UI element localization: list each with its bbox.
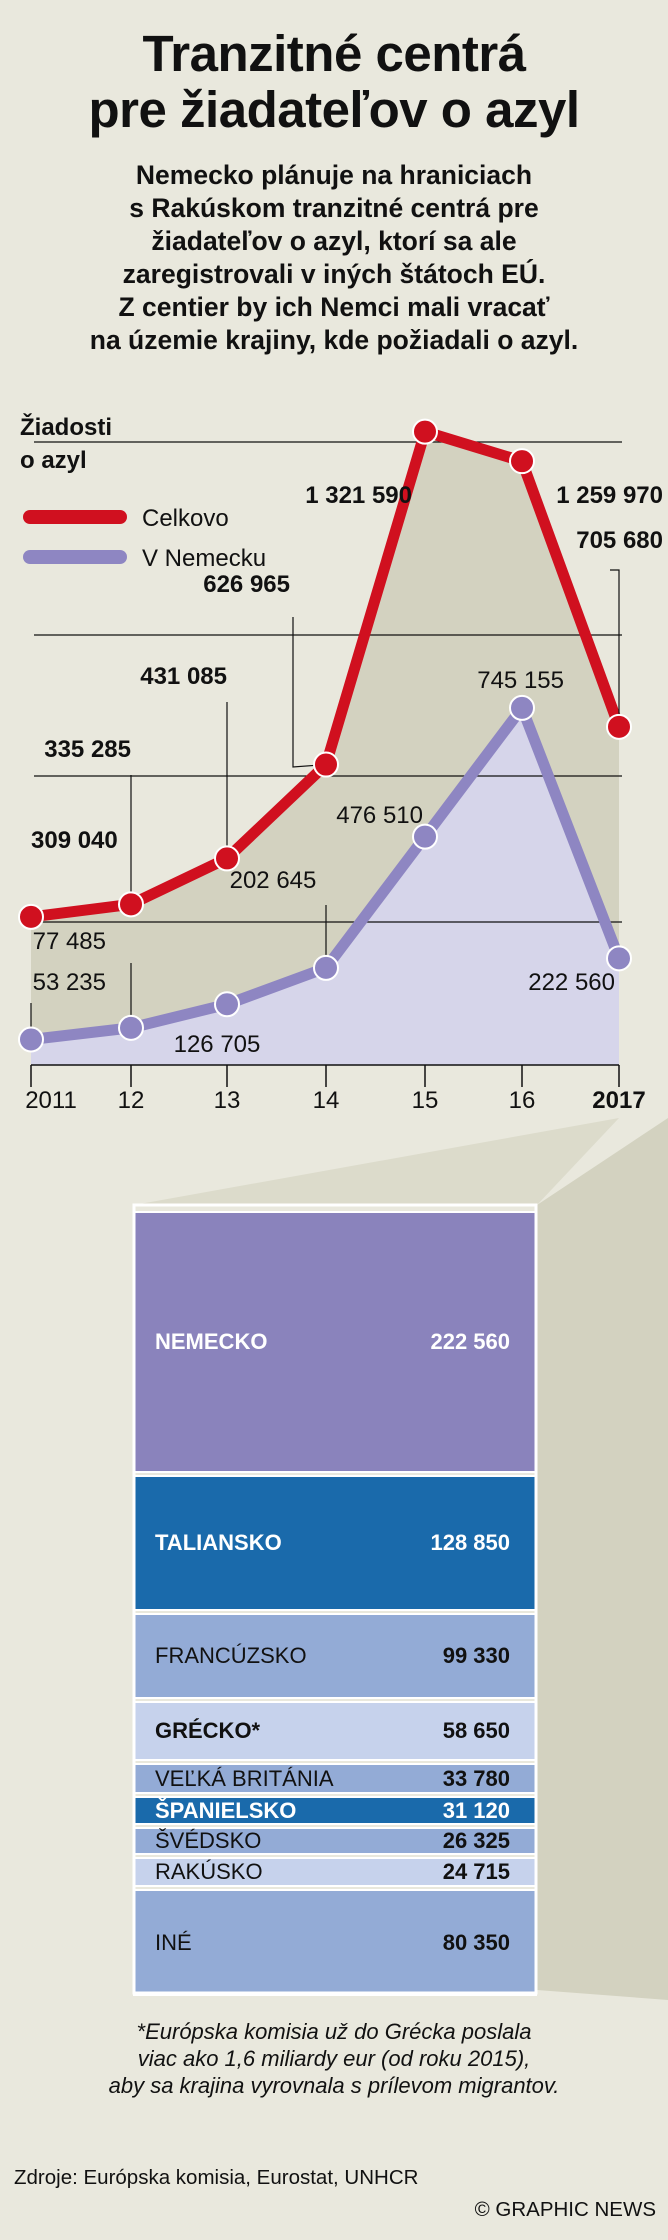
point-celkovo — [606, 713, 632, 740]
subtitle-line: Z centier by ich Nemci mali vracať — [118, 292, 550, 322]
country-value: 58 650 — [442, 1718, 510, 1743]
country-value: 222 560 — [430, 1329, 510, 1354]
point-celkovo — [509, 448, 535, 475]
data-label-v-nemecku: 202 645 — [230, 867, 317, 894]
x-tick-label: 15 — [412, 1087, 439, 1110]
country-block — [133, 1613, 537, 1699]
country-name: NEMECKO — [155, 1329, 268, 1354]
data-label-celkovo: 335 285 — [44, 736, 131, 763]
point-v-nemecku — [214, 991, 240, 1018]
x-tick-label: 12 — [118, 1087, 145, 1110]
country-block — [133, 1475, 537, 1611]
point-v-nemecku — [18, 1026, 44, 1053]
country-block — [133, 1211, 537, 1473]
x-tick-label: 13 — [214, 1087, 241, 1110]
breakdown-2017 — [132, 1118, 668, 2000]
legend-label-v-nemecku: V Nemecku — [142, 545, 266, 572]
leader-line — [292, 617, 327, 768]
point-celkovo — [118, 891, 144, 918]
data-label-celkovo: 431 085 — [140, 663, 227, 690]
data-label-celkovo: 705 680 — [576, 527, 663, 554]
country-block — [133, 1889, 537, 1996]
point-v-nemecku — [412, 823, 438, 850]
subtitle-line: Nemecko plánuje na hraniciach — [135, 160, 533, 190]
data-label-v-nemecku: 222 560 — [528, 969, 615, 996]
data-label-v-nemecku: 53 235 — [33, 969, 106, 996]
data-label-v-nemecku: 77 485 — [33, 928, 106, 955]
point-v-nemecku — [313, 954, 339, 981]
y-axis-label: Žiadosti — [20, 413, 112, 441]
title-line-2: pre žiadateľov o azyl — [88, 81, 580, 138]
credit: © GRAPHIC NEWS — [474, 2198, 656, 2221]
footnote-line: aby sa krajina vyrovnala s prílevom migr… — [108, 2073, 560, 2098]
leader-line — [610, 569, 620, 727]
country-block — [133, 1763, 537, 1794]
country-name: RAKÚSKO — [155, 1859, 263, 1884]
stack-outline — [132, 1203, 538, 1995]
subtitle-line: s Rakúskom tranzitné centrá pre — [129, 193, 539, 223]
country-name: GRÉCKO* — [155, 1718, 261, 1743]
country-value: 31 120 — [442, 1797, 510, 1823]
asylum-line-chart: 309 040 335 285 431 085 626 965 1 321 590 1 2… — [18, 413, 663, 1110]
x-tick-label: 2017 — [592, 1087, 645, 1110]
country-value: 80 350 — [442, 1929, 510, 1955]
country-value: 33 780 — [442, 1765, 510, 1791]
data-label-v-nemecku: 476 510 — [336, 802, 423, 829]
country-value: 24 715 — [442, 1859, 510, 1884]
country-value: 99 330 — [442, 1643, 510, 1668]
germany-area — [31, 707, 619, 1065]
x-tick-label: 16 — [509, 1087, 536, 1110]
subtitle-line: žiadateľov o azyl, ktorí sa ale — [151, 226, 517, 256]
subtitle: Nemecko plánuje na hraniciach s Rakúskom… — [0, 159, 668, 357]
point-v-nemecku — [118, 1014, 144, 1041]
footnote-line: viac ako 1,6 miliardy eur (od roku 2015)… — [137, 2046, 531, 2071]
sources: Zdroje: Európska komisia, Eurostat, UNHC… — [14, 2166, 419, 2189]
country-value: 128 850 — [430, 1530, 510, 1555]
point-v-nemecku — [509, 694, 535, 721]
point-celkovo — [313, 751, 339, 778]
legend-label-celkovo: Celkovo — [142, 505, 229, 532]
subtitle-line: zaregistrovali v iných štátoch EÚ. — [122, 259, 546, 289]
subtitle-line: na územie krajiny, kde požiadali o azyl. — [89, 325, 579, 355]
country-name: ŠVÉDSKO — [155, 1828, 262, 1853]
x-tick-label: 2011 — [25, 1087, 77, 1110]
footnote-line: *Európska komisia už do Grécka poslala — [136, 2019, 532, 2044]
point-celkovo — [412, 418, 438, 445]
perspective-wedge — [537, 1118, 668, 2000]
data-label-v-nemecku: 745 155 — [477, 667, 564, 694]
perspective-top — [134, 1118, 619, 1205]
country-name: VEĽKÁ BRITÁNIA — [155, 1765, 334, 1791]
country-value: 26 325 — [442, 1828, 510, 1853]
data-label-v-nemecku: 126 705 — [174, 1031, 261, 1058]
x-tick-label: 14 — [313, 1087, 340, 1110]
page-title: Tranzitné centrá pre žiadateľov o azyl — [0, 26, 668, 138]
data-label-celkovo: 1 259 970 — [556, 482, 663, 509]
footnote: *Európska komisia už do Grécka poslala v… — [0, 2018, 668, 2099]
country-name: FRANCÚZSKO — [155, 1643, 307, 1668]
data-label-celkovo: 309 040 — [31, 827, 118, 854]
country-name: INÉ — [155, 1929, 192, 1955]
point-celkovo — [214, 845, 240, 872]
country-name: ŠPANIELSKO — [155, 1797, 297, 1823]
point-celkovo — [18, 903, 44, 930]
title-line-1: Tranzitné centrá — [142, 25, 526, 82]
data-label-celkovo: 1 321 590 — [305, 482, 412, 509]
data-label-celkovo: 626 965 — [203, 571, 290, 598]
point-v-nemecku — [606, 945, 632, 972]
country-name: TALIANSKO — [155, 1530, 282, 1555]
y-axis-label: o azyl — [20, 447, 87, 474]
